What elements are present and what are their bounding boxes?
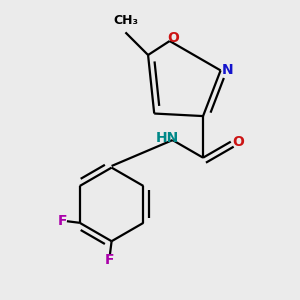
Text: O: O <box>167 31 179 45</box>
Text: F: F <box>57 214 67 228</box>
Text: HN: HN <box>156 131 179 146</box>
Text: CH₃: CH₃ <box>113 14 138 27</box>
Text: N: N <box>222 63 233 77</box>
Text: O: O <box>232 135 244 149</box>
Text: F: F <box>105 253 115 267</box>
